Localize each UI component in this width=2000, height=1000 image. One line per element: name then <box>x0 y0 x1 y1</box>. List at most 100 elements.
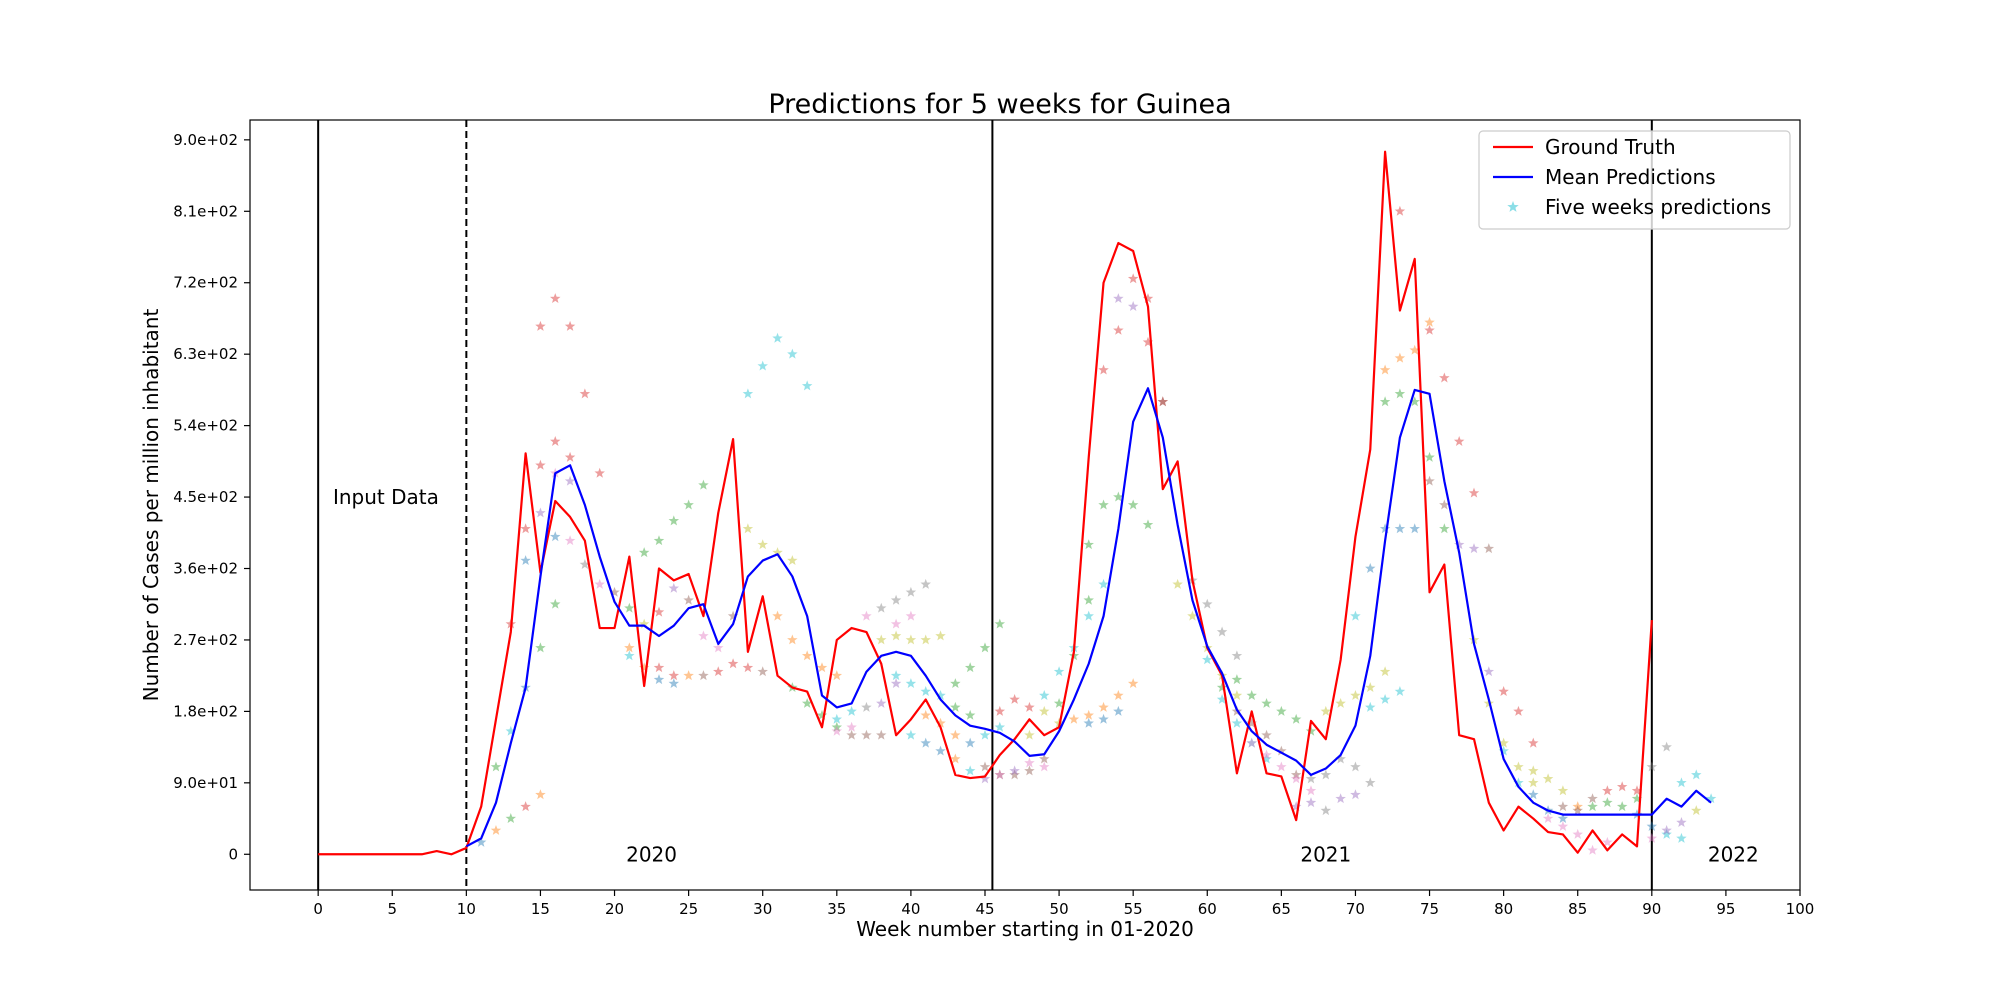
prediction-star-point <box>772 332 783 343</box>
prediction-star-point <box>1646 761 1658 772</box>
prediction-star-point <box>964 765 976 776</box>
prediction-star-point <box>1409 396 1420 407</box>
prediction-star-point <box>1528 737 1539 748</box>
prediction-star-point <box>505 725 517 736</box>
prediction-star-point <box>1468 543 1480 554</box>
prediction-star-point <box>1335 697 1346 708</box>
prediction-star-point <box>475 836 487 847</box>
prediction-star-point <box>1024 757 1035 768</box>
prediction-star-point <box>950 701 961 712</box>
prediction-star-point <box>1394 205 1406 216</box>
prediction-star-point <box>1202 598 1213 609</box>
prediction-star-point <box>520 555 531 566</box>
prediction-star-point <box>787 348 798 359</box>
prediction-star-point <box>979 773 991 784</box>
mean-predictions-line <box>465 387 1712 848</box>
prediction-star-point <box>1424 324 1435 335</box>
prediction-star-point <box>1098 499 1109 510</box>
prediction-star-point <box>890 594 902 605</box>
x-tick-label: 60 <box>1198 900 1217 918</box>
prediction-star-point <box>964 709 976 720</box>
prediction-star-point <box>1009 765 1020 776</box>
prediction-star-point <box>816 662 828 673</box>
prediction-star-point <box>1039 705 1050 716</box>
prediction-star-point <box>890 670 902 681</box>
prediction-star-point <box>1305 785 1317 796</box>
prediction-star-point <box>861 610 872 621</box>
x-tick-label: 90 <box>1642 900 1661 918</box>
legend-label-mean-predictions: Mean Predictions <box>1545 165 1716 189</box>
x-tick-label: 80 <box>1494 900 1513 918</box>
y-axis-label: Number of Cases per million inhabitant <box>139 309 163 702</box>
prediction-star-point <box>935 630 946 641</box>
legend-box <box>1478 130 1791 230</box>
prediction-star-point <box>668 515 680 526</box>
lines-layer <box>318 150 1712 856</box>
prediction-star-point <box>920 578 931 589</box>
prediction-star-point <box>1157 396 1169 407</box>
prediction-star-point <box>905 729 917 740</box>
x-tick-label: 55 <box>1124 900 1143 918</box>
prediction-star-point <box>950 753 961 764</box>
prediction-star-point <box>994 769 1006 780</box>
prediction-star-point <box>890 630 902 641</box>
x-tick-label: 40 <box>901 900 920 918</box>
prediction-star-point <box>698 630 709 641</box>
prediction-star-point <box>801 697 813 708</box>
prediction-star-point <box>1379 693 1391 704</box>
prediction-star-point <box>1557 801 1569 812</box>
prediction-star-point <box>698 670 709 681</box>
prediction-star-point <box>550 531 561 542</box>
prediction-star-point <box>1528 789 1539 800</box>
prediction-star-point <box>772 610 783 621</box>
y-tick-label: 0 <box>228 845 238 863</box>
prediction-star-point <box>950 678 961 689</box>
prediction-star-point <box>1528 765 1539 776</box>
prediction-star-point <box>1083 717 1094 728</box>
x-tick-label: 65 <box>1272 900 1291 918</box>
prediction-star-point <box>668 670 680 681</box>
prediction-star-point <box>564 451 576 462</box>
legend-label-five-week-predictions: Five weeks predictions <box>1545 195 1771 219</box>
prediction-star-point <box>683 594 694 605</box>
prediction-star-point <box>757 360 768 371</box>
prediction-star-point <box>994 705 1006 716</box>
x-tick-label: 85 <box>1568 900 1587 918</box>
prediction-star-point <box>564 475 576 486</box>
prediction-star-point <box>1498 745 1509 756</box>
prediction-star-point <box>1616 801 1628 812</box>
prediction-star-point <box>1691 805 1702 816</box>
prediction-star-point <box>1542 773 1554 784</box>
prediction-star-point <box>876 602 887 613</box>
prediction-star-point <box>1127 678 1139 689</box>
prediction-star-point <box>1127 499 1139 510</box>
prediction-star-point <box>1216 693 1228 704</box>
x-tick-label: 70 <box>1346 900 1365 918</box>
prediction-star-point <box>520 801 531 812</box>
y-tick-label: 9.0e+02 <box>173 131 238 149</box>
prediction-star-point <box>490 824 502 835</box>
prediction-star-point <box>979 642 991 653</box>
prediction-star-point <box>1290 801 1302 812</box>
prediction-star-point <box>742 388 754 399</box>
prediction-star-point <box>1216 626 1228 637</box>
prediction-star-point <box>1231 717 1243 728</box>
prediction-star-point <box>890 678 902 689</box>
prediction-star-point <box>1705 793 1717 804</box>
prediction-star-point <box>1424 475 1435 486</box>
prediction-star-point <box>550 435 561 446</box>
prediction-star-point <box>876 697 887 708</box>
y-tick-label: 1.8e+02 <box>173 702 238 720</box>
x-tick-label: 35 <box>827 900 846 918</box>
annotation-label: 2021 <box>1300 842 1351 866</box>
prediction-star-point <box>905 634 917 645</box>
prediction-star-point <box>831 713 843 724</box>
prediction-star-point <box>1453 435 1465 446</box>
prediction-star-point <box>698 479 709 490</box>
prediction-star-point <box>1439 499 1450 510</box>
prediction-star-point <box>1676 832 1687 843</box>
prediction-star-point <box>1646 832 1658 843</box>
prediction-star-point <box>1202 654 1213 665</box>
prediction-star-point <box>505 813 517 824</box>
prediction-star-point <box>1572 828 1583 839</box>
